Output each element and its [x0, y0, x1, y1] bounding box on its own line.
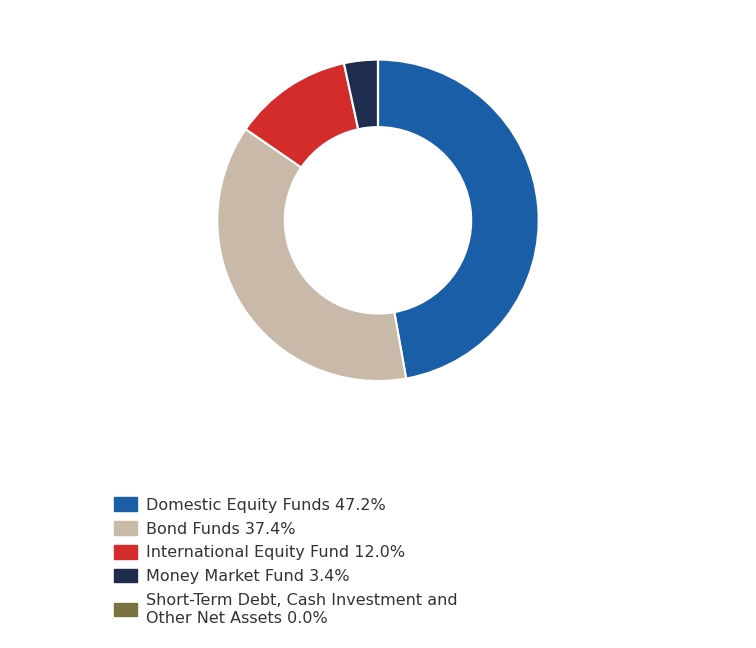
Wedge shape — [246, 64, 358, 167]
Legend: Domestic Equity Funds 47.2%, Bond Funds 37.4%, International Equity Fund 12.0%, : Domestic Equity Funds 47.2%, Bond Funds … — [107, 489, 466, 634]
Wedge shape — [217, 129, 406, 381]
Wedge shape — [378, 60, 539, 378]
Wedge shape — [344, 60, 378, 129]
